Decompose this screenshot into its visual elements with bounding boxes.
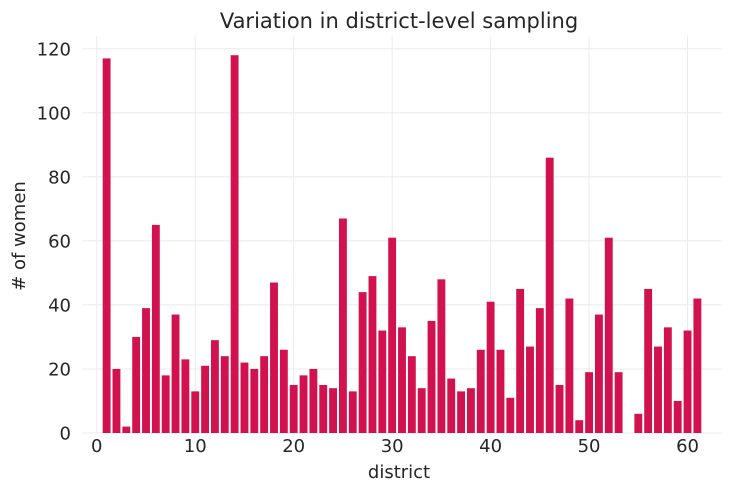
- bar-district-53: [614, 372, 623, 433]
- bar-district-59: [673, 400, 682, 433]
- x-tick-label: 60: [676, 436, 699, 457]
- bar-district-27: [358, 292, 367, 433]
- bar-district-5: [142, 308, 150, 433]
- bar-district-51: [594, 314, 603, 433]
- bar-district-8: [171, 314, 180, 433]
- bar-district-6: [151, 224, 160, 433]
- bar-district-14: [230, 55, 239, 433]
- bar-district-41: [496, 349, 505, 433]
- bar-district-55: [634, 413, 643, 433]
- bar-district-24: [329, 388, 338, 433]
- bar-district-37: [457, 391, 466, 433]
- bar-district-32: [407, 356, 416, 433]
- bar-district-20: [289, 384, 298, 433]
- bar-district-31: [398, 327, 406, 433]
- bar-district-3: [122, 426, 131, 433]
- y-axis-title: # of women: [9, 181, 30, 291]
- bar-district-45: [535, 308, 544, 433]
- bar-district-58: [663, 327, 672, 433]
- bar-district-29: [378, 330, 387, 433]
- bar-district-25: [338, 218, 347, 433]
- bar-district-49: [575, 420, 584, 433]
- bar-district-35: [437, 279, 446, 433]
- bar-district-13: [220, 356, 229, 433]
- bar-district-61: [693, 298, 702, 433]
- bar-district-34: [427, 320, 436, 433]
- bar-district-42: [506, 397, 515, 433]
- y-tick-label: 120: [37, 39, 71, 60]
- bar-district-33: [417, 388, 426, 433]
- bars: [102, 55, 702, 434]
- bar-district-1: [102, 58, 111, 434]
- y-tick-label: 40: [48, 295, 71, 316]
- bar-district-7: [161, 375, 170, 433]
- bar-district-23: [319, 384, 328, 433]
- bar-district-2: [112, 368, 121, 433]
- bar-district-21: [299, 375, 308, 433]
- bar-district-11: [201, 365, 210, 433]
- y-tick-label: 60: [48, 231, 71, 252]
- bar-district-44: [526, 346, 534, 433]
- x-tick-label: 10: [184, 436, 207, 457]
- bar-district-15: [240, 362, 249, 433]
- bar-district-39: [476, 349, 485, 433]
- bar-district-28: [368, 276, 377, 433]
- bar-district-36: [447, 378, 456, 433]
- bar-district-19: [279, 349, 288, 433]
- bar-district-50: [585, 372, 594, 433]
- bar-district-9: [181, 359, 190, 433]
- y-tick-label: 80: [48, 167, 71, 188]
- bar-district-57: [654, 346, 662, 433]
- x-tick-label: 50: [578, 436, 601, 457]
- bar-district-18: [270, 282, 278, 433]
- x-tick-label: 30: [381, 436, 404, 457]
- y-tick-label: 100: [37, 103, 71, 124]
- tick-labels: 0 20 40 60 80 100 120 0 10 20 30 40 50 60: [37, 39, 699, 457]
- bar-district-22: [309, 368, 318, 433]
- x-tick-label: 0: [91, 436, 102, 457]
- bar-district-40: [486, 301, 495, 433]
- x-tick-label: 40: [479, 436, 502, 457]
- bar-district-56: [644, 288, 653, 433]
- bar-district-60: [683, 330, 692, 433]
- bar-district-47: [555, 384, 564, 433]
- x-axis-title: district: [368, 462, 430, 483]
- bar-district-10: [191, 391, 200, 433]
- y-tick-label: 0: [60, 424, 71, 445]
- bar-district-52: [604, 237, 613, 433]
- bar-district-4: [132, 336, 141, 433]
- bar-district-17: [260, 356, 269, 433]
- bar-district-26: [348, 391, 357, 433]
- bar-district-38: [466, 388, 475, 433]
- y-tick-label: 20: [48, 359, 71, 380]
- x-tick-label: 20: [282, 436, 305, 457]
- bar-district-12: [210, 340, 219, 433]
- bar-district-48: [565, 298, 574, 433]
- bar-district-46: [545, 157, 554, 433]
- chart-title: Variation in district-level sampling: [220, 9, 578, 33]
- bar-district-16: [250, 368, 259, 433]
- bar-district-30: [388, 237, 397, 433]
- bar-district-43: [516, 288, 525, 433]
